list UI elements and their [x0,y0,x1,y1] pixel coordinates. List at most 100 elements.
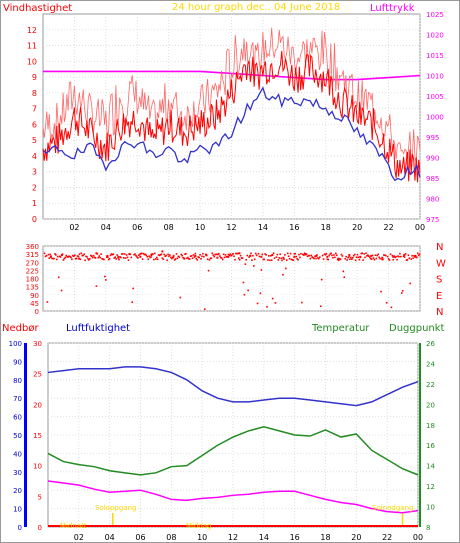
direction-point [169,254,171,256]
direction-point [317,257,319,259]
direction-point [348,254,351,257]
direction-point [206,258,209,261]
direction-point [129,253,132,256]
direction-point [161,257,164,259]
wind-x-tick-label: 00 [415,223,425,232]
direction-point [148,255,150,258]
direction-point [335,254,338,257]
direction-point [395,255,397,258]
direction-point [397,255,399,257]
direction-point [192,254,195,256]
humidity-series [47,366,419,407]
direction-point [314,255,316,258]
direction-point [354,259,357,262]
noon-label: Middag [186,522,212,530]
direction-point [134,253,136,255]
direction-point [95,285,98,287]
direction-point [382,258,384,261]
direction-point [336,258,339,261]
chart-title: 24 hour graph dec.. 04 June 2018 [172,2,340,13]
precip-tick-label: 30 [33,340,42,348]
humidity-x-tick-label: 06 [135,533,145,542]
direction-point [391,254,394,257]
direction-point [222,253,225,256]
direction-point [306,255,309,258]
direction-point [136,256,138,258]
direction-point [375,257,378,260]
direction-point [307,255,310,257]
direction-point [54,253,56,255]
direction-point [365,252,367,255]
direction-point [404,253,407,255]
direction-point [315,254,318,257]
wind-x-tick-label: 12 [226,223,236,232]
direction-point [342,270,345,273]
direction-point [413,255,415,257]
wind-tick-label: 8 [32,89,37,98]
direction-point [380,290,382,293]
direction-point [121,253,124,255]
direction-point [236,252,238,255]
direction-point [296,257,298,260]
direction-point [277,259,280,261]
direction-point [364,256,366,259]
direction-point [239,254,242,257]
direction-point [250,252,252,255]
direction-point [103,258,105,261]
direction-point [285,267,287,270]
direction-point [109,254,112,257]
direction-point [269,255,272,257]
direction-point [228,254,231,257]
direction-point [64,256,67,259]
direction-point [107,258,110,261]
direction-point [140,252,143,255]
direction-point [245,258,248,261]
pressure-tick-label: 995 [426,134,439,142]
direction-point [233,255,235,258]
direction-point [243,293,246,296]
direction-tick-label: 315 [26,251,39,259]
direction-point [334,256,336,259]
pressure-tick-label: 985 [426,175,439,183]
direction-point [257,252,260,255]
direction-point [348,255,350,258]
temperature-tick-label: 8 [426,524,430,532]
direction-point [287,255,290,258]
direction-point [301,301,303,304]
direction-point [315,257,317,260]
direction-point [77,255,80,258]
direction-point [85,255,87,258]
direction-point [87,257,89,260]
direction-point [176,257,179,260]
direction-point [414,256,416,259]
direction-point [53,257,55,260]
direction-point [400,255,402,258]
direction-point [171,257,173,260]
direction-point [67,256,69,258]
direction-point [259,292,262,295]
direction-point [402,255,405,258]
direction-point [274,302,277,304]
direction-point [119,255,121,258]
direction-point [356,253,359,256]
direction-point [118,258,120,261]
direction-point [353,253,356,256]
direction-point [221,258,224,261]
direction-point [263,258,265,261]
temperature-tick-label: 18 [426,422,435,430]
direction-point [73,254,76,257]
direction-point [332,256,334,259]
direction-point [366,255,368,257]
direction-point [187,258,190,260]
direction-tick-label: 90 [30,292,39,300]
humidity-x-tick-label: 18 [320,533,330,542]
direction-point [399,252,401,255]
direction-point [113,257,116,259]
direction-point [298,253,300,256]
direction-point [180,253,183,256]
direction-point [147,258,150,261]
humidity-tick-label: 50 [13,432,22,440]
direction-point [133,253,135,256]
humidity-temperature-panel: 0102030405060708090100051015202530810121… [9,340,436,542]
direction-point [96,253,99,255]
